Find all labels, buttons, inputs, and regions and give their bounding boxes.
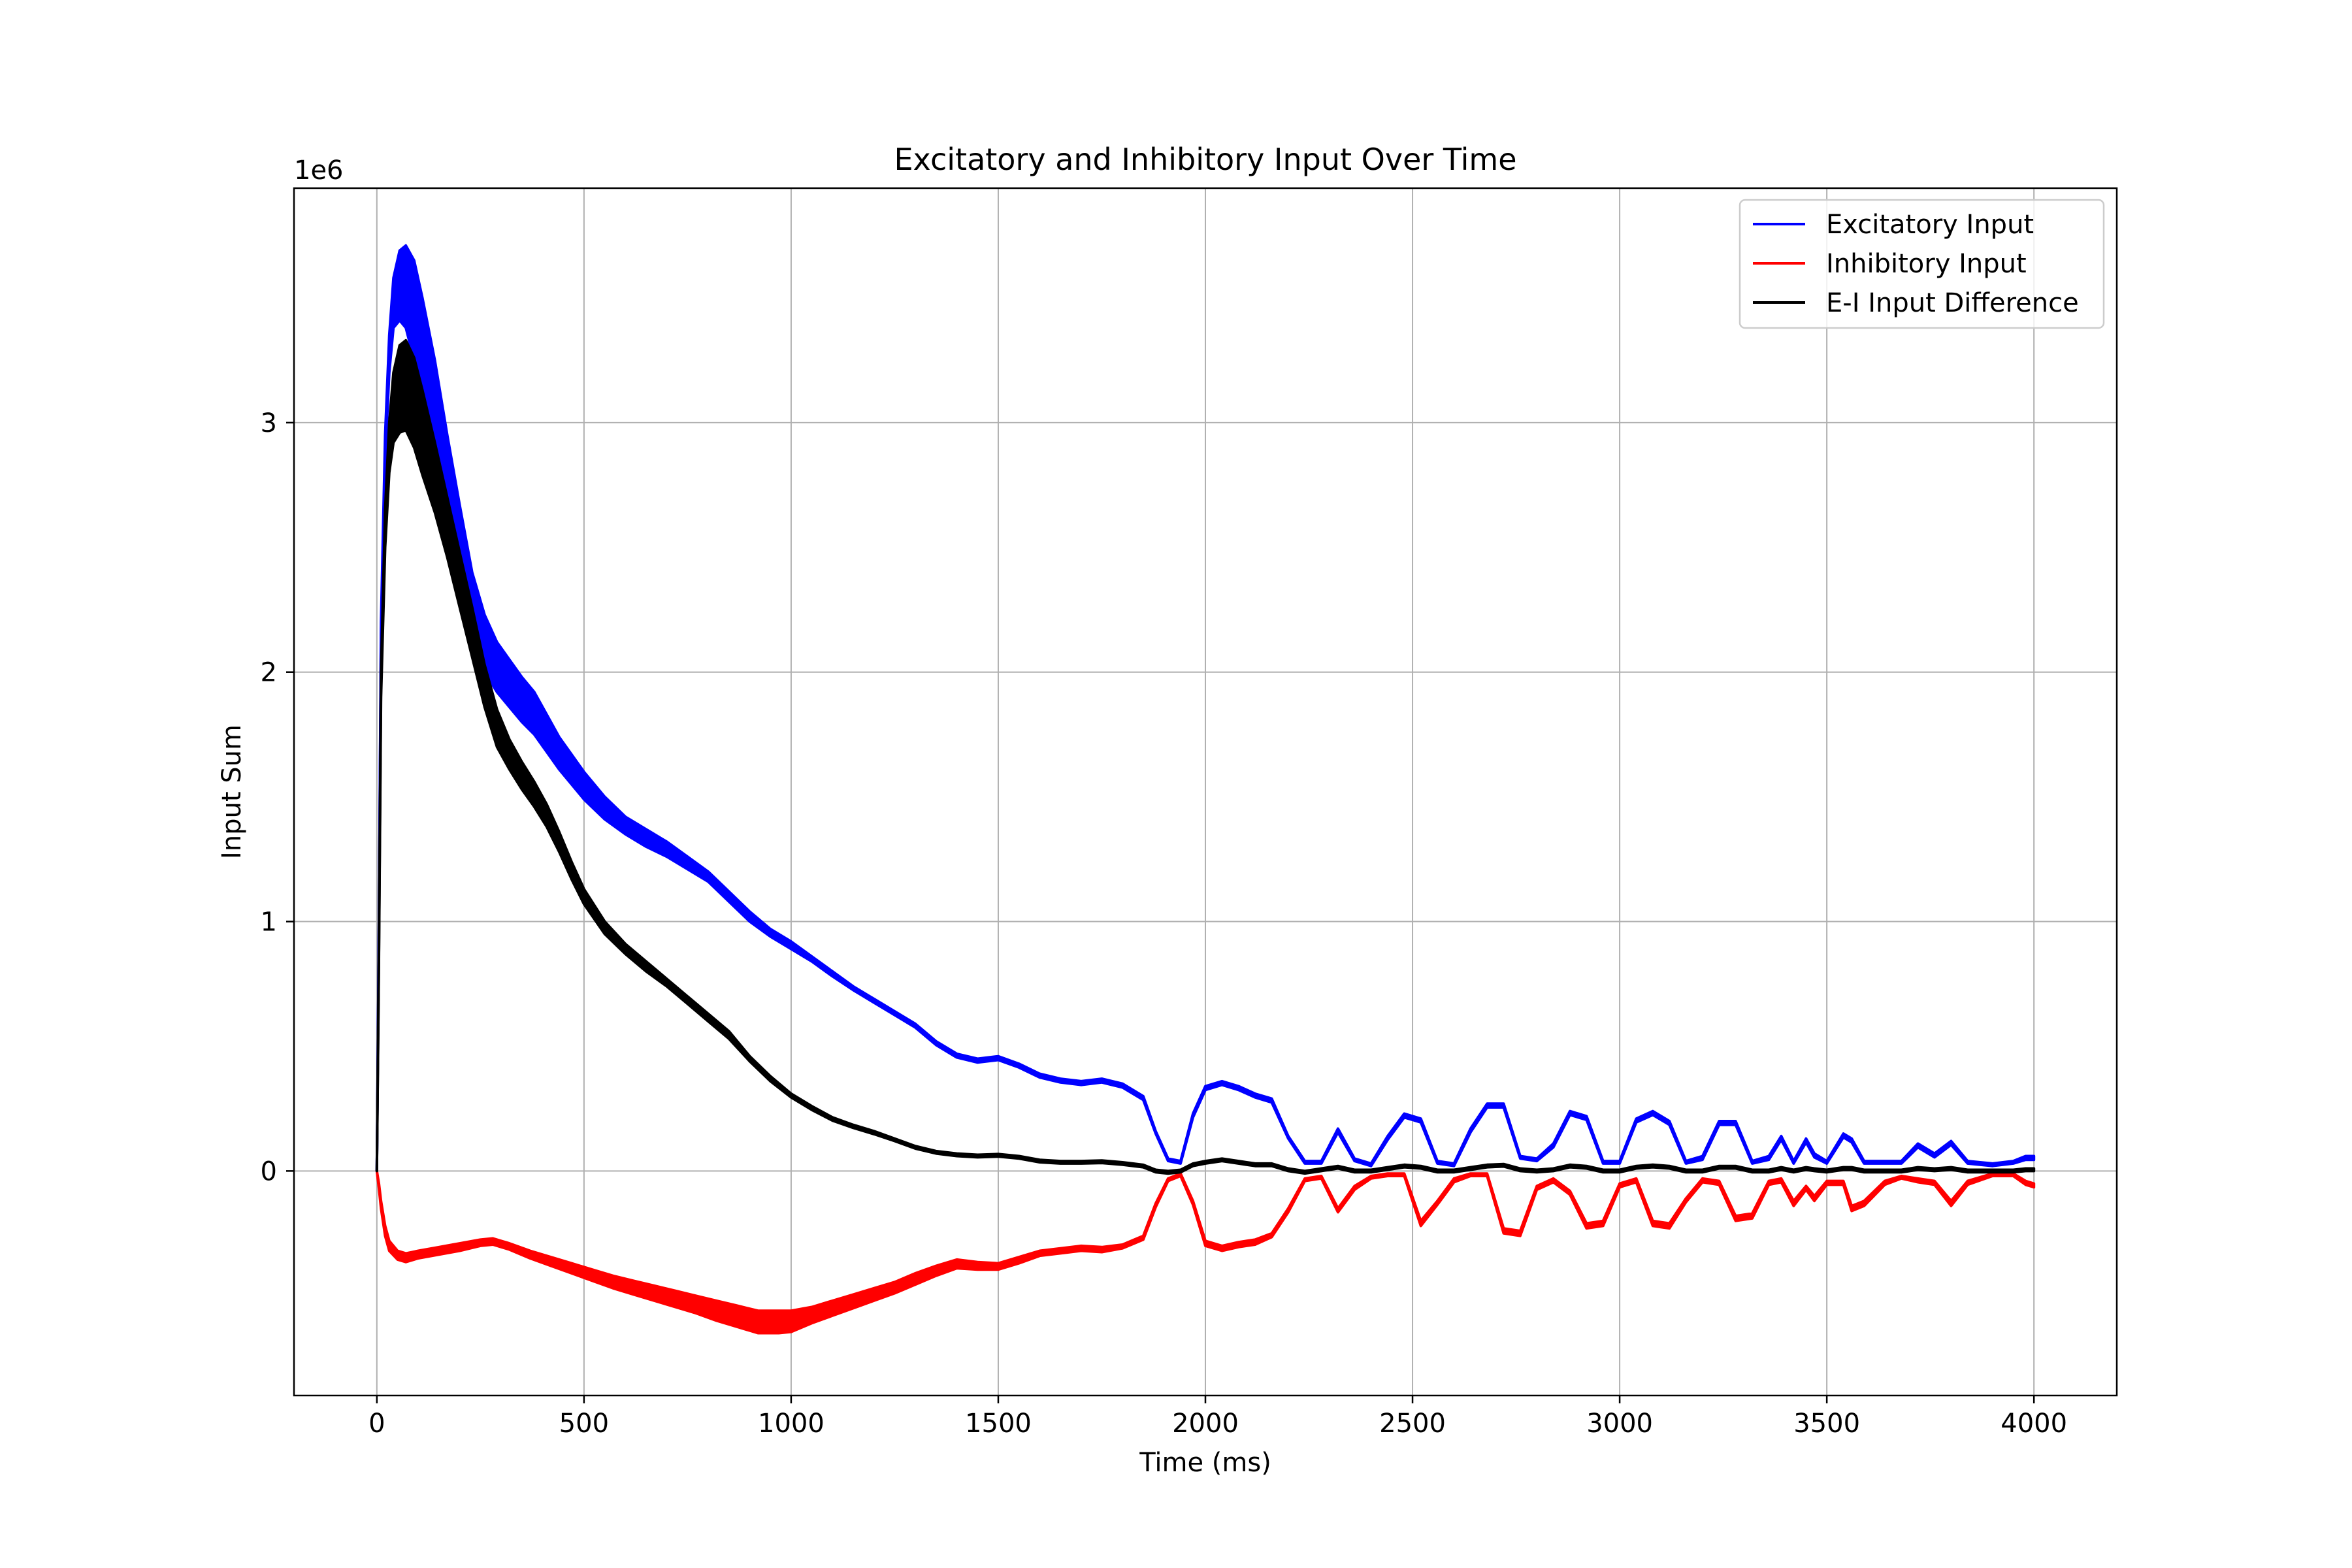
series-line-excitatory-input <box>375 284 2034 1171</box>
y-tick-label: 3 <box>261 408 277 438</box>
legend-label-difference: E-I Input Difference <box>1826 288 2079 318</box>
plot-data <box>375 244 2036 1335</box>
y-offset-label: 1e6 <box>294 155 344 186</box>
series-line-inhibitory-input <box>375 1171 2034 1324</box>
y-axis-label: Input Sum <box>217 725 247 859</box>
x-tick-label: 2500 <box>1379 1409 1446 1439</box>
x-tick-label: 0 <box>368 1409 385 1439</box>
legend-label-excitatory: Excitatory Input <box>1826 210 2034 240</box>
x-tick-label: 1500 <box>965 1409 1032 1439</box>
series-line-ei-input-difference <box>375 384 2034 1174</box>
y-tick-label: 1 <box>261 907 277 938</box>
y-tick-label: 2 <box>261 658 277 688</box>
y-tick-label: 0 <box>261 1156 277 1186</box>
x-tick-label: 1000 <box>758 1409 825 1439</box>
x-tick-label: 4000 <box>2001 1409 2067 1439</box>
x-tick-label: 500 <box>559 1409 609 1439</box>
legend-label-inhibitory: Inhibitory Input <box>1826 249 2027 279</box>
x-axis-label: Time (ms) <box>1139 1448 1271 1478</box>
x-tick-label: 3000 <box>1586 1409 1653 1439</box>
x-tick-label: 3500 <box>1793 1409 1860 1439</box>
series-band-inhibitory-input <box>375 1169 2036 1335</box>
axis-ticks: 0 500 1000 1500 2000 2500 3000 3500 4000 0 1 2 3 <box>261 408 2068 1439</box>
legend-box <box>1739 199 2105 329</box>
legend: Excitatory Input Inhibitory Input E-I In… <box>1739 199 2105 329</box>
x-tick-label: 2000 <box>1172 1409 1239 1439</box>
chart-title: Excitatory and Inhibitory Input Over Tim… <box>894 142 1516 177</box>
